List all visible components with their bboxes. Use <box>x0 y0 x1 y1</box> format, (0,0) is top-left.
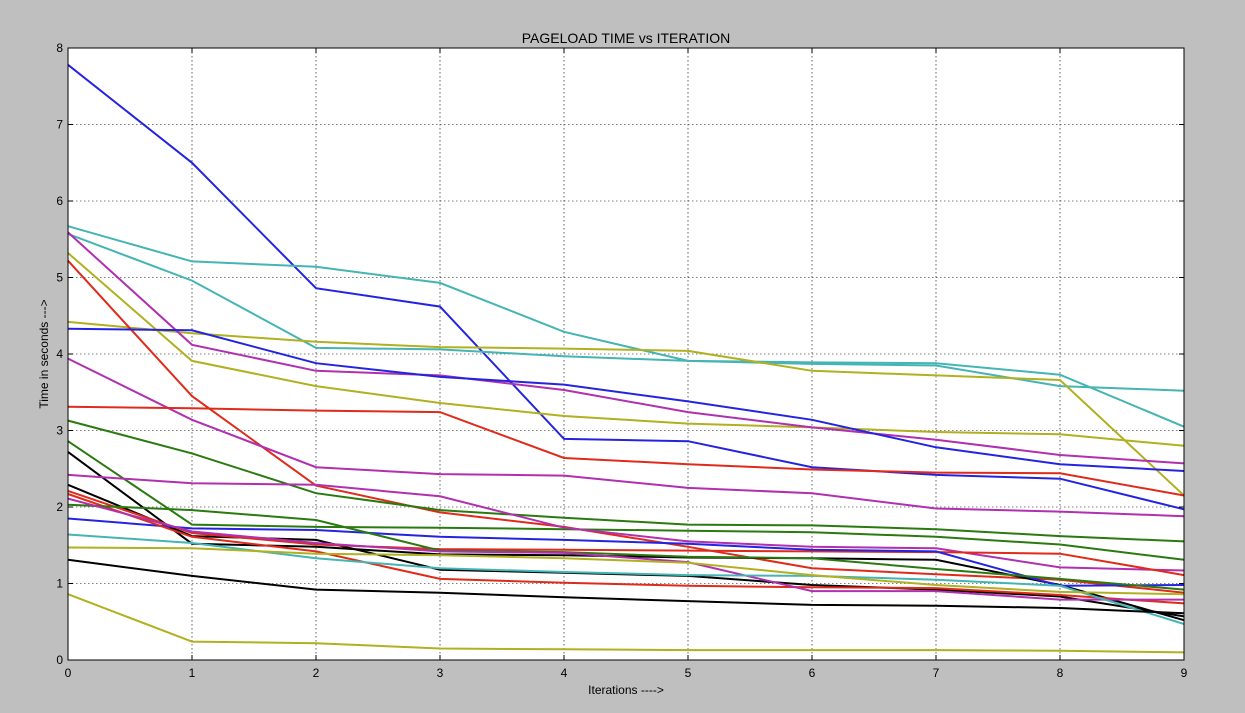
y-tick-label: 3 <box>56 424 63 438</box>
y-tick-label: 2 <box>56 500 63 514</box>
series-line-20 <box>67 497 1184 601</box>
x-tick-label: 3 <box>437 666 444 680</box>
series-line-5 <box>67 320 1185 497</box>
series-line-17 <box>67 517 1185 587</box>
x-tick-label: 7 <box>933 666 940 680</box>
series-line-18 <box>67 493 1185 605</box>
series-line-1 <box>67 64 1185 511</box>
x-tick-label: 9 <box>1181 666 1188 680</box>
x-tick-label: 4 <box>561 666 568 680</box>
series-line-8 <box>67 327 1185 472</box>
series-line-23 <box>67 558 1185 615</box>
series-line-3 <box>67 232 1185 392</box>
x-tick-label: 6 <box>809 666 816 680</box>
series-line-7 <box>67 231 1185 465</box>
x-tick-label: 5 <box>685 666 692 680</box>
x-tick-label: 1 <box>189 666 196 680</box>
y-tick-label: 1 <box>56 577 63 591</box>
ticks: 0 1 2 3 4 5 6 7 8 9 0 1 2 3 4 5 6 7 8 <box>56 41 1187 680</box>
series-line-16 <box>67 489 1185 577</box>
series-line-14 <box>67 473 1185 572</box>
x-tick-label: 2 <box>313 666 320 680</box>
y-tick-label: 8 <box>56 41 63 55</box>
series-line-10 <box>67 405 1185 497</box>
x-tick-label: 8 <box>1057 666 1064 680</box>
chart-title: PAGELOAD TIME vs ITERATION <box>522 30 730 46</box>
y-tick-label: 5 <box>56 271 63 285</box>
y-tick-label: 0 <box>56 653 63 667</box>
series-line-13 <box>67 451 1185 622</box>
series-line-6 <box>67 260 1185 594</box>
series-line-11 <box>67 419 1185 543</box>
y-axis-label: Time in seconds ---> <box>37 299 51 408</box>
series-line-4 <box>67 252 1185 447</box>
series-line-2 <box>67 225 1185 428</box>
x-axis-label: Iterations ----> <box>588 683 664 697</box>
x-tick-label: 0 <box>65 666 72 680</box>
series-line-24 <box>67 593 1185 654</box>
series-line-9 <box>67 357 1185 518</box>
y-tick-label: 4 <box>56 347 63 361</box>
y-tick-label: 7 <box>56 118 63 132</box>
series-line-19 <box>67 503 1185 591</box>
series-layer <box>67 64 1185 654</box>
series-line-22 <box>67 546 1185 596</box>
series-line-12 <box>67 440 1185 561</box>
y-tick-label: 6 <box>56 194 63 208</box>
